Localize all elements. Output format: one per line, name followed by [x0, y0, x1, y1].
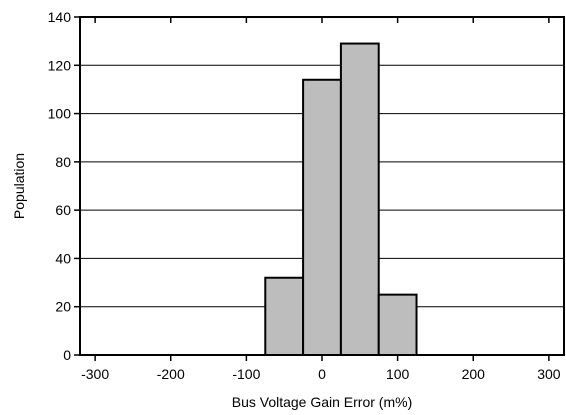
y-tick-label: 120 — [48, 57, 72, 73]
y-tick-label: 20 — [55, 299, 71, 315]
y-tick-label: 80 — [55, 154, 71, 170]
y-axis: 0 20 40 60 80 100 120 140 — [48, 9, 80, 363]
histogram-bars — [264, 42, 418, 357]
x-tick-label: 200 — [462, 366, 486, 382]
x-axis-title: Bus Voltage Gain Error (m%) — [232, 394, 413, 410]
histogram-bar — [377, 293, 418, 356]
x-tick-label: 300 — [537, 366, 561, 382]
y-tick-label: 40 — [55, 250, 71, 266]
x-tick-label: -300 — [81, 366, 109, 382]
histogram-bar — [302, 78, 342, 357]
histogram-bar — [264, 276, 305, 356]
y-tick-label: 140 — [48, 9, 72, 25]
x-tick-label: 0 — [318, 366, 326, 382]
y-tick-label: 0 — [63, 347, 71, 363]
x-tick-label: 100 — [386, 366, 410, 382]
x-axis: -300 -200 -100 0 100 200 300 — [81, 17, 561, 382]
y-axis-title: Population — [11, 153, 27, 219]
x-tick-label: -200 — [157, 366, 185, 382]
y-tick-label: 60 — [55, 202, 71, 218]
histogram-bar — [339, 42, 380, 357]
y-tick-label: 100 — [48, 106, 72, 122]
x-tick-label: -100 — [232, 366, 260, 382]
